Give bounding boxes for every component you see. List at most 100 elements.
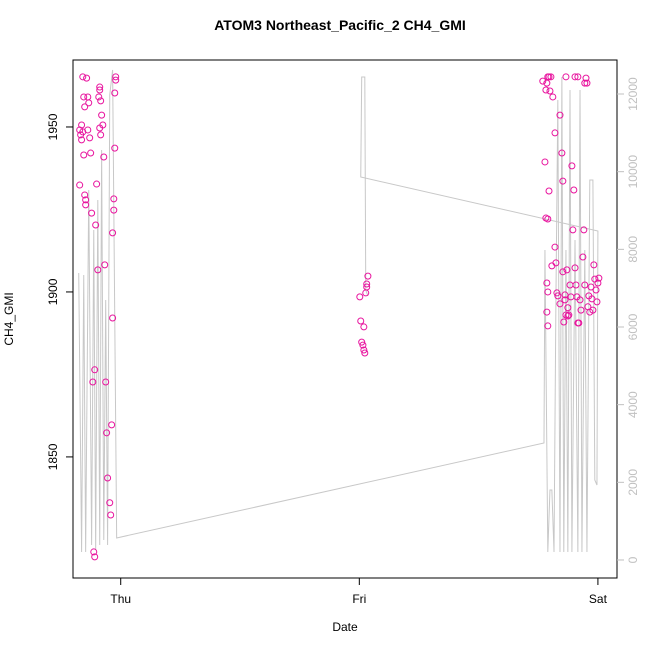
point xyxy=(92,221,100,229)
point xyxy=(110,206,118,214)
point xyxy=(571,73,579,81)
point xyxy=(357,317,365,325)
y-tick-label: 1950 xyxy=(46,113,60,140)
point xyxy=(86,134,94,142)
point xyxy=(595,274,603,282)
point xyxy=(98,111,106,119)
point xyxy=(101,261,109,269)
point xyxy=(83,74,91,82)
point xyxy=(80,93,88,101)
point xyxy=(580,226,588,234)
point xyxy=(356,293,364,301)
point xyxy=(587,283,595,291)
point xyxy=(112,76,120,84)
point xyxy=(544,288,552,296)
point xyxy=(563,266,571,274)
point xyxy=(559,268,567,276)
point xyxy=(553,289,561,297)
point xyxy=(84,126,92,134)
point xyxy=(543,279,551,287)
point xyxy=(581,79,589,87)
point xyxy=(103,429,111,437)
point xyxy=(80,151,88,159)
point xyxy=(363,283,371,291)
point xyxy=(592,286,600,294)
y-axis-label: CH4_GMI xyxy=(2,292,16,345)
point xyxy=(359,341,367,349)
point xyxy=(560,318,568,326)
point xyxy=(545,187,553,195)
point xyxy=(85,99,93,107)
point xyxy=(87,149,95,157)
point xyxy=(81,103,89,111)
point xyxy=(95,93,103,101)
point xyxy=(565,311,573,319)
point xyxy=(360,346,368,354)
point xyxy=(547,73,555,81)
point xyxy=(78,136,86,144)
point xyxy=(96,83,104,91)
point xyxy=(544,322,552,330)
point xyxy=(81,191,89,199)
point xyxy=(91,553,99,561)
point xyxy=(543,308,551,316)
point xyxy=(106,499,114,507)
point xyxy=(570,186,578,194)
point xyxy=(569,226,577,234)
x-axis-label: Date xyxy=(332,620,358,634)
point xyxy=(89,378,97,386)
point xyxy=(109,229,117,237)
point xyxy=(544,215,552,223)
point xyxy=(577,306,585,314)
y2-tick-label: 4000 xyxy=(626,391,640,418)
y2-tick-label: 0 xyxy=(626,556,640,563)
point xyxy=(97,131,105,139)
point xyxy=(564,304,572,312)
point xyxy=(568,162,576,170)
point xyxy=(561,296,569,304)
point xyxy=(82,196,90,204)
point xyxy=(97,97,105,105)
point xyxy=(556,111,564,119)
point xyxy=(94,266,102,274)
point xyxy=(575,319,583,327)
point xyxy=(551,243,559,251)
point xyxy=(559,177,567,185)
point xyxy=(99,121,107,129)
x-tick-label: Thu xyxy=(110,592,131,606)
y2-tick-label: 6000 xyxy=(626,313,640,340)
y2-tick-label: 12000 xyxy=(626,77,640,111)
point xyxy=(589,306,597,314)
point xyxy=(109,314,117,322)
point xyxy=(102,378,110,386)
y2-tick-label: 8000 xyxy=(626,236,640,263)
x-tick-label: Sat xyxy=(589,592,608,606)
point xyxy=(590,261,598,269)
chart-title: ATOM3 Northeast_Pacific_2 CH4_GMI xyxy=(214,17,466,33)
point xyxy=(546,87,554,95)
line xyxy=(78,69,599,552)
point xyxy=(579,253,587,261)
point xyxy=(91,366,99,374)
plot-frame xyxy=(72,59,618,579)
point xyxy=(363,280,371,288)
point xyxy=(111,144,119,152)
point xyxy=(108,421,116,429)
point xyxy=(588,295,596,303)
point xyxy=(107,511,115,519)
point xyxy=(112,73,120,81)
point xyxy=(576,296,584,304)
point xyxy=(562,73,570,81)
point xyxy=(110,195,118,203)
point xyxy=(552,259,560,267)
point xyxy=(100,153,108,161)
point xyxy=(541,158,549,166)
point xyxy=(111,89,119,97)
point xyxy=(88,209,96,217)
point xyxy=(361,349,369,357)
point xyxy=(545,73,553,81)
point xyxy=(554,292,562,300)
point xyxy=(583,79,591,87)
